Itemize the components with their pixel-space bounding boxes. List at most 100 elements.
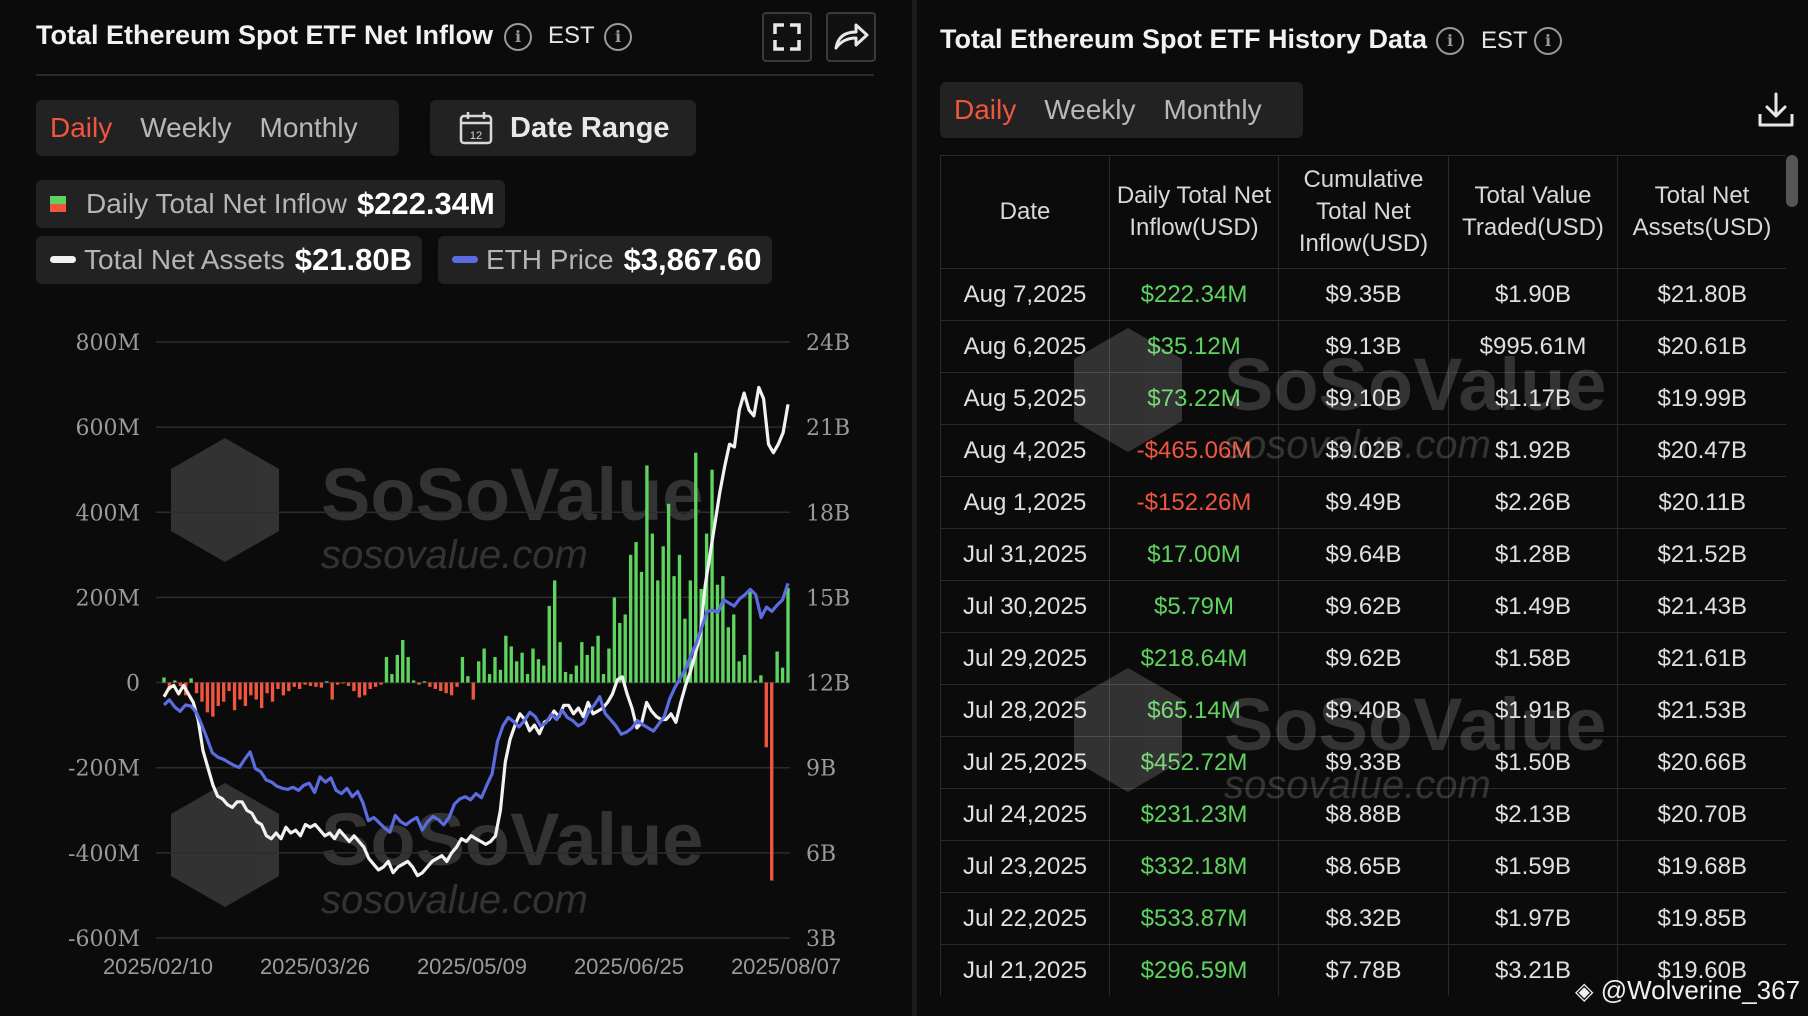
inflow-bar — [178, 682, 182, 686]
legend-eth-price[interactable]: ETH Price $3,867.60 — [438, 236, 772, 284]
table-scrollbar[interactable] — [1786, 155, 1798, 207]
cell-value-traded: $1.91B — [1448, 684, 1618, 737]
inflow-bar — [656, 580, 660, 683]
cell-value-traded: $1.49B — [1448, 580, 1618, 633]
history-tab-weekly[interactable]: Weekly — [1044, 94, 1136, 125]
table-row[interactable]: Aug 5,2025 $73.22M $9.10B $1.17B $19.99B — [940, 372, 1786, 425]
legend-assets[interactable]: Total Net Assets $21.80B — [36, 236, 422, 284]
cell-value-traded: $1.17B — [1448, 372, 1618, 425]
inflow-bar — [639, 571, 644, 683]
cell-date: Aug 7,2025 — [940, 268, 1110, 321]
cell-net-assets: $21.52B — [1617, 528, 1786, 581]
inflow-bar — [466, 676, 470, 683]
table-row[interactable]: Jul 22,2025 $533.87M $8.32B $1.97B $19.85B — [940, 892, 1786, 945]
table-row[interactable]: Jul 29,2025 $218.64M $9.62B $1.58B $21.61B — [940, 632, 1786, 685]
price-legend-label: ETH Price — [486, 244, 614, 275]
x-tick-label: 2025/02/10 — [103, 954, 213, 979]
inflow-panel-title: Total Ethereum Spot ETF Net Inflow — [36, 20, 493, 50]
cell-cumulative-inflow: $9.33B — [1278, 736, 1449, 789]
fullscreen-button[interactable] — [762, 12, 812, 62]
table-row[interactable]: Aug 6,2025 $35.12M $9.13B $995.61M $20.61B — [940, 320, 1786, 373]
inflow-bar — [732, 614, 736, 683]
cell-date: Jul 28,2025 — [940, 684, 1110, 737]
credit-text: @Wolverine_367 — [1600, 975, 1801, 1005]
x-tick-label: 2025/06/25 — [574, 954, 684, 979]
cell-date: Jul 22,2025 — [940, 892, 1110, 945]
table-row[interactable]: Jul 23,2025 $332.18M $8.65B $1.59B $19.68B — [940, 840, 1786, 893]
panel-divider — [912, 0, 917, 1016]
cell-value-traded: $2.26B — [1448, 476, 1618, 529]
share-button[interactable] — [826, 12, 876, 62]
date-range-button[interactable]: 12 Date Range — [430, 100, 696, 156]
inflow-bar — [515, 661, 519, 683]
inflow-bar — [330, 682, 334, 700]
inflow-bar — [585, 654, 589, 683]
inflow-bar — [623, 614, 627, 683]
inflow-bar — [308, 682, 313, 686]
history-info-icon[interactable]: i — [1436, 27, 1464, 55]
download-button[interactable] — [1756, 90, 1796, 130]
inflow-bar — [645, 465, 649, 683]
table-row[interactable]: Aug 1,2025 -$152.26M $9.49B $2.26B $20.11B — [940, 476, 1786, 529]
inflow-bar — [542, 665, 546, 683]
inflow-bar — [618, 622, 622, 683]
table-row[interactable]: Jul 24,2025 $231.23M $8.88B $2.13B $20.70B — [940, 788, 1786, 841]
net-inflow-chart[interactable]: SoSoValuesosovalue.comSoSoValuesosovalue… — [0, 300, 912, 990]
cell-daily-inflow: $452.72M — [1109, 736, 1279, 789]
history-panel-title: Total Ethereum Spot ETF History Data — [940, 24, 1428, 54]
inflow-bar — [596, 635, 600, 683]
inflow-bar — [590, 646, 595, 683]
col-daily-inflow[interactable]: Daily Total Net Inflow(USD) — [1109, 155, 1279, 269]
tab-monthly[interactable]: Monthly — [259, 112, 358, 143]
inflow-bar — [325, 681, 329, 683]
inflow-bar — [786, 588, 790, 683]
table-row[interactable]: Jul 31,2025 $17.00M $9.64B $1.28B $21.52B — [940, 528, 1786, 581]
inflow-bar — [341, 682, 345, 684]
inflow-bar — [238, 682, 242, 700]
tab-weekly[interactable]: Weekly — [140, 112, 232, 143]
assets-legend-swatch — [50, 256, 76, 263]
col-value-traded[interactable]: Total Value Traded(USD) — [1448, 155, 1618, 269]
table-row[interactable]: Aug 7,2025 $222.34M $9.35B $1.90B $21.80B — [940, 268, 1786, 321]
inflow-bar — [276, 682, 280, 689]
history-tab-monthly[interactable]: Monthly — [1163, 94, 1262, 125]
col-cumulative-inflow[interactable]: Cumulative Total Net Inflow(USD) — [1278, 155, 1449, 269]
inflow-bar — [742, 654, 747, 683]
inflow-bar — [547, 605, 551, 683]
timezone-info-icon[interactable]: i — [604, 23, 632, 51]
inflow-bar — [449, 682, 454, 696]
inflow-bar — [357, 682, 362, 698]
inflow-bar — [661, 546, 665, 683]
cell-value-traded: $1.92B — [1448, 424, 1618, 477]
legend-inflow[interactable]: Daily Total Net Inflow $222.34M — [36, 180, 505, 228]
cell-value-traded: $1.59B — [1448, 840, 1618, 893]
y-left-tick-label: 600M — [75, 416, 140, 441]
table-row[interactable]: Aug 4,2025 -$465.06M $9.02B $1.92B $20.47B — [940, 424, 1786, 477]
y-right-tick-label: 9B — [806, 757, 836, 782]
col-net-assets[interactable]: Total Net Assets(USD) — [1617, 155, 1786, 269]
col-date[interactable]: Date — [940, 155, 1110, 269]
table-row[interactable]: Jul 25,2025 $452.72M $9.33B $1.50B $20.66B — [940, 736, 1786, 789]
inflow-bar — [254, 682, 258, 700]
inflow-bar — [688, 580, 693, 683]
history-table: Date Daily Total Net Inflow(USD) Cumulat… — [940, 155, 1786, 996]
history-timezone-info-icon[interactable]: i — [1534, 27, 1562, 55]
watermark-brand: SoSoValue — [321, 453, 703, 536]
inflow-bar — [379, 682, 383, 685]
history-tab-daily[interactable]: Daily — [954, 94, 1017, 125]
watermark-site: sosovalue.com — [321, 533, 588, 577]
table-row[interactable]: Jul 21,2025 $296.59M $7.78B $3.21B $19.60B — [940, 944, 1786, 996]
inflow-bar — [482, 648, 486, 683]
cell-cumulative-inflow: $9.35B — [1278, 268, 1449, 321]
inflow-bar — [520, 652, 524, 683]
inflow-bar — [227, 682, 231, 692]
y-right-tick-label: 24B — [806, 331, 850, 356]
inflow-bar — [694, 452, 698, 683]
inflow-bar — [536, 659, 541, 683]
table-row[interactable]: Jul 30,2025 $5.79M $9.62B $1.49B $21.43B — [940, 580, 1786, 633]
cell-daily-inflow: $296.59M — [1109, 944, 1279, 996]
price-legend-value: $3,867.60 — [623, 242, 762, 277]
tab-daily[interactable]: Daily — [50, 112, 113, 143]
info-icon[interactable]: i — [504, 23, 532, 51]
table-row[interactable]: Jul 28,2025 $65.14M $9.40B $1.91B $21.53B — [940, 684, 1786, 737]
